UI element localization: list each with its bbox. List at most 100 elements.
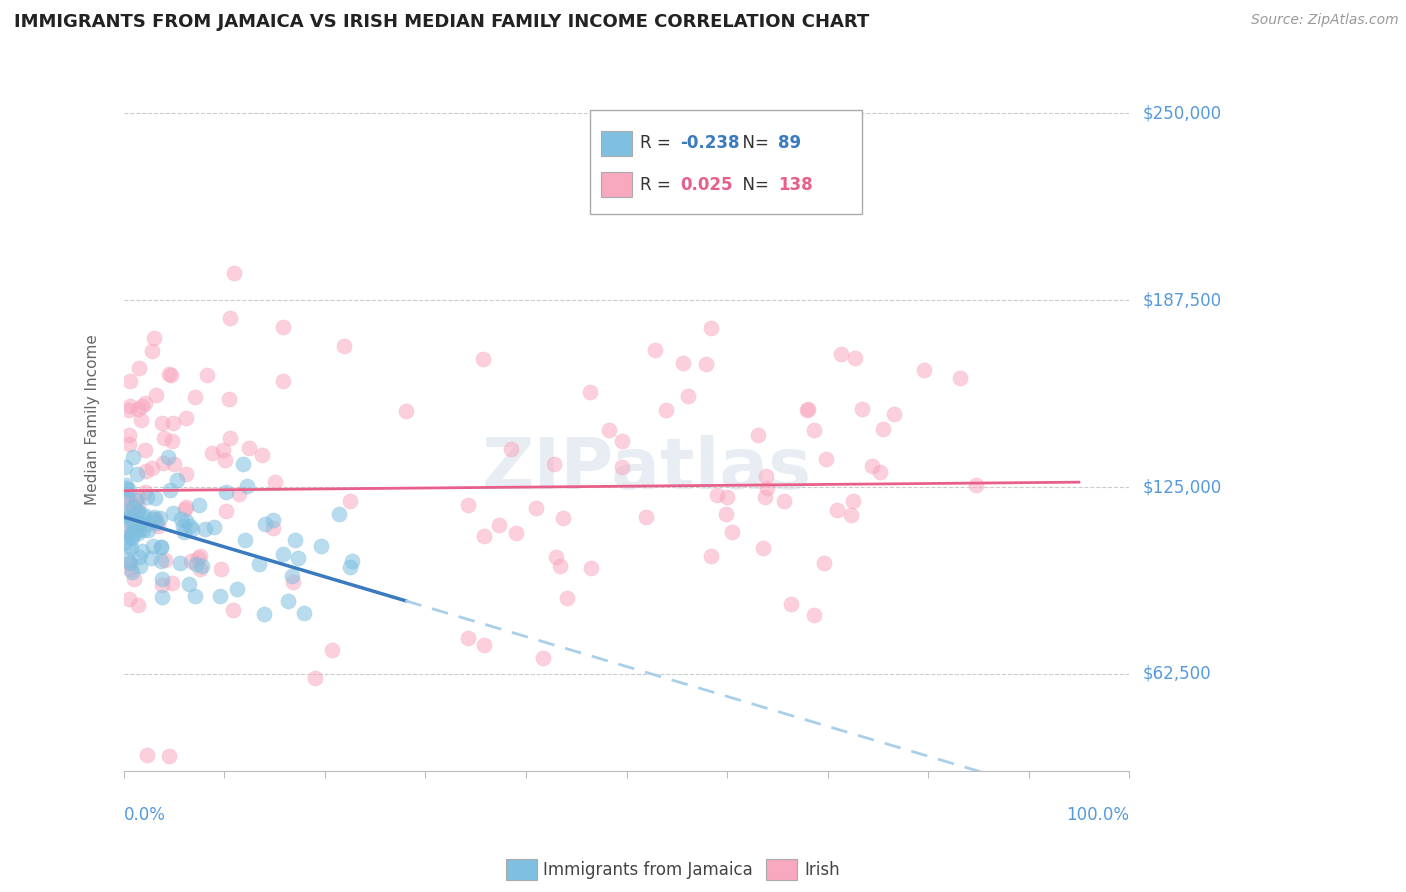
Point xyxy=(118,556,141,570)
Point xyxy=(150,578,173,592)
Point xyxy=(135,516,157,531)
Point xyxy=(118,556,141,570)
Point xyxy=(610,459,633,474)
Text: -0.238: -0.238 xyxy=(681,135,740,153)
Point xyxy=(214,453,236,467)
Text: Immigrants from Jamaica: Immigrants from Jamaica xyxy=(543,861,752,879)
Point xyxy=(457,631,479,645)
Point xyxy=(118,428,141,442)
Point xyxy=(115,492,138,507)
Point xyxy=(333,339,356,353)
Point xyxy=(284,533,307,547)
Point xyxy=(180,554,202,568)
Point xyxy=(311,539,333,553)
Point xyxy=(120,513,142,527)
Point xyxy=(157,749,180,764)
Point xyxy=(159,483,181,497)
Text: 0.025: 0.025 xyxy=(681,176,733,194)
Point xyxy=(273,547,295,561)
Point xyxy=(716,490,738,504)
Point xyxy=(131,544,153,558)
Point xyxy=(142,539,165,553)
Point xyxy=(194,522,217,536)
Point xyxy=(163,457,186,471)
Point xyxy=(115,478,138,492)
Point xyxy=(253,607,276,622)
Point xyxy=(118,504,141,518)
Point xyxy=(215,504,238,518)
Point xyxy=(803,607,825,622)
Point xyxy=(672,356,695,370)
Point xyxy=(120,530,142,544)
Point xyxy=(188,562,211,576)
Point xyxy=(232,457,254,471)
Point xyxy=(281,574,304,589)
Point xyxy=(124,499,146,513)
Point xyxy=(803,423,825,437)
Point xyxy=(114,513,136,527)
Point xyxy=(122,572,145,586)
Point xyxy=(122,450,145,465)
Point xyxy=(598,423,620,437)
Point xyxy=(218,431,240,445)
Point xyxy=(125,467,148,481)
Point xyxy=(149,540,172,554)
Point xyxy=(132,508,155,522)
Point xyxy=(114,507,136,521)
Point xyxy=(526,501,548,516)
Point xyxy=(121,500,143,515)
Point xyxy=(149,511,172,525)
Point xyxy=(184,391,207,405)
Point xyxy=(796,401,818,416)
Point xyxy=(579,384,602,399)
Text: R =: R = xyxy=(641,176,676,194)
Point xyxy=(184,589,207,603)
Point xyxy=(179,519,201,533)
Point xyxy=(339,493,361,508)
Point xyxy=(132,524,155,538)
Point xyxy=(162,506,184,520)
Point xyxy=(215,484,238,499)
Point xyxy=(128,516,150,530)
Point xyxy=(321,643,343,657)
Point xyxy=(160,368,183,382)
Point xyxy=(965,478,987,492)
Point xyxy=(174,500,197,514)
Point xyxy=(273,320,295,334)
Point xyxy=(195,368,218,383)
Point xyxy=(328,507,350,521)
Point xyxy=(117,539,139,553)
Point xyxy=(747,427,769,442)
Point xyxy=(471,352,494,367)
Point xyxy=(209,562,232,576)
Point xyxy=(544,550,567,565)
Point xyxy=(131,508,153,523)
Point xyxy=(814,451,837,466)
Point xyxy=(912,363,935,377)
Point xyxy=(134,443,156,458)
Point xyxy=(339,560,361,574)
Point xyxy=(124,513,146,527)
Point xyxy=(127,526,149,541)
Point xyxy=(188,498,211,512)
Point xyxy=(754,469,776,483)
Point xyxy=(141,461,163,475)
Point xyxy=(844,351,866,366)
Point xyxy=(825,503,848,517)
Point xyxy=(860,458,883,473)
Point xyxy=(474,529,496,543)
Point xyxy=(201,446,224,460)
Point xyxy=(129,516,152,530)
Point xyxy=(128,549,150,564)
Point xyxy=(221,603,243,617)
Point xyxy=(131,413,153,427)
Text: N=: N= xyxy=(733,176,773,194)
Point xyxy=(149,540,172,554)
Point xyxy=(127,505,149,519)
Point xyxy=(700,321,723,335)
Point xyxy=(120,541,142,555)
Point xyxy=(754,490,776,504)
Text: R =: R = xyxy=(641,135,676,153)
Point xyxy=(143,331,166,345)
Point xyxy=(121,565,143,579)
